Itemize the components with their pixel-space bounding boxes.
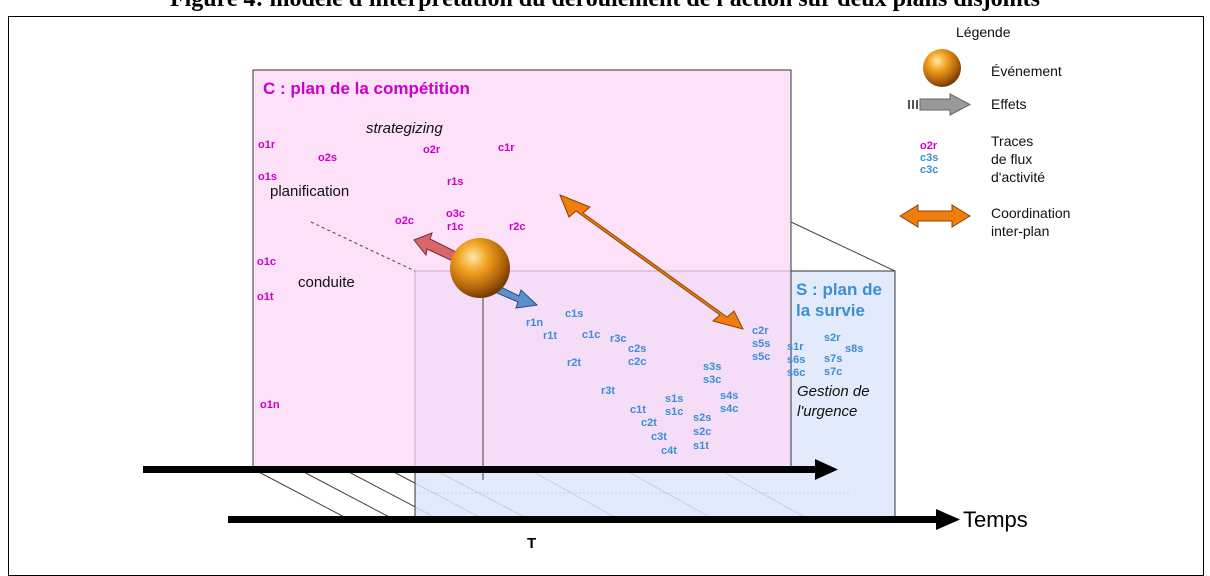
label-strategizing: strategizing [366, 120, 443, 137]
event-sphere [450, 238, 510, 298]
legend-event-icon [923, 49, 961, 87]
competition-plane [252, 69, 792, 471]
trace-s1r: s1r [787, 341, 804, 353]
trace-c2r: c2r [752, 325, 769, 337]
trace-o2s: o2s [318, 152, 337, 164]
trace-o1s: o1s [258, 171, 277, 183]
trace-o2r: o2r [423, 144, 441, 156]
effect-arrow-up [413, 232, 459, 263]
figure-title: Figure 4: modèle d'interprétation du dér… [0, 0, 1210, 13]
trace-c1s: c1s [565, 308, 583, 320]
legend-coordination-line1: Coordination [991, 205, 1070, 221]
trace-o3c: o3c [446, 208, 465, 220]
time-marker-t: T [527, 535, 536, 552]
time-axis-label: Temps [963, 507, 1028, 532]
trace-c4t: c4t [661, 445, 677, 457]
trace-c2c: c2c [628, 356, 646, 368]
legend-trace-sample-2: c3s [920, 152, 938, 164]
trace-c1r: c1r [498, 142, 515, 154]
trace-o2c: o2c [395, 215, 414, 227]
trace-s3c: s3c [703, 374, 721, 386]
trace-o1r: o1r [258, 139, 276, 151]
legend-title: Légende [956, 24, 1011, 40]
trace-o1n: o1n [260, 399, 280, 411]
trace-s2r: s2r [824, 332, 841, 344]
trace-s6s: s6s [787, 354, 805, 366]
legend-effects-arrow-icon [908, 93, 972, 116]
trace-s2c: s2c [693, 426, 711, 438]
label-conduite: conduite [298, 274, 355, 291]
connecting-lines [310, 221, 896, 480]
trace-r1n: r1n [526, 317, 543, 329]
time-axis-upper [143, 459, 838, 480]
trace-s8s: s8s [845, 343, 863, 355]
legend-evenement: Événement [991, 63, 1062, 79]
coordination-arrow [559, 194, 744, 330]
label-gestion-line2: l'urgence [797, 403, 857, 420]
survie-plan-label-line2: la survie [796, 301, 865, 320]
trace-s6c: s6c [787, 367, 805, 379]
trace-r3c: r3c [610, 333, 627, 345]
legend-traces-line1: Traces [991, 133, 1033, 149]
trace-s5c: s5c [752, 351, 770, 363]
competition-traces: o1r o2s o2r c1r o1s r1s o2c o3c r1c r2c … [257, 139, 526, 411]
legend: Légende Événement Effets o2r c3s c3c Tra… [899, 24, 1070, 239]
trace-o1c: o1c [257, 256, 276, 268]
trace-r1s: r1s [447, 176, 464, 188]
legend-effets: Effets [991, 96, 1027, 112]
trace-s7c: s7c [824, 366, 842, 378]
label-planification: planification [270, 183, 349, 200]
trace-s1c: s1c [665, 406, 683, 418]
legend-coordination-line2: inter-plan [991, 223, 1049, 239]
trace-o1t: o1t [257, 291, 274, 303]
legend-trace-sample-1: o2r [920, 140, 938, 152]
trace-s7s: s7s [824, 353, 842, 365]
legend-traces-line3: d'activité [991, 169, 1045, 185]
time-axis-lower [228, 509, 960, 530]
trace-r1t: r1t [543, 330, 557, 342]
trace-r2t: r2t [567, 357, 581, 369]
trace-c1c: c1c [582, 329, 600, 341]
trace-s2s: s2s [693, 412, 711, 424]
diagram-canvas: C : plan de la compétition S : plan de l… [143, 24, 1070, 552]
trace-s4s: s4s [720, 390, 738, 402]
trace-r2c: r2c [509, 221, 526, 233]
label-gestion-line1: Gestion de [797, 383, 870, 400]
trace-c2s: c2s [628, 343, 646, 355]
trace-c1t: c1t [630, 404, 646, 416]
trace-s3s: s3s [703, 361, 721, 373]
trace-c2t: c2t [641, 417, 657, 429]
trace-s5s: s5s [752, 338, 770, 350]
trace-r1c: r1c [447, 221, 464, 233]
trace-s4c: s4c [720, 403, 738, 415]
survie-plan-label-line1: S : plan de [796, 280, 882, 299]
trace-s1s: s1s [665, 393, 683, 405]
trace-r3t: r3t [601, 385, 615, 397]
legend-traces-line2: de flux [991, 151, 1032, 167]
legend-coordination-arrow-icon [899, 204, 971, 228]
survie-traces: r1n c1s r1t c1c r3c c2s c2c r2t c2r s5s … [526, 308, 863, 457]
competition-plan-label: C : plan de la compétition [263, 79, 470, 98]
legend-trace-sample-3: c3c [920, 164, 938, 176]
trace-c3t: c3t [651, 431, 667, 443]
trace-s1t: s1t [693, 440, 709, 452]
